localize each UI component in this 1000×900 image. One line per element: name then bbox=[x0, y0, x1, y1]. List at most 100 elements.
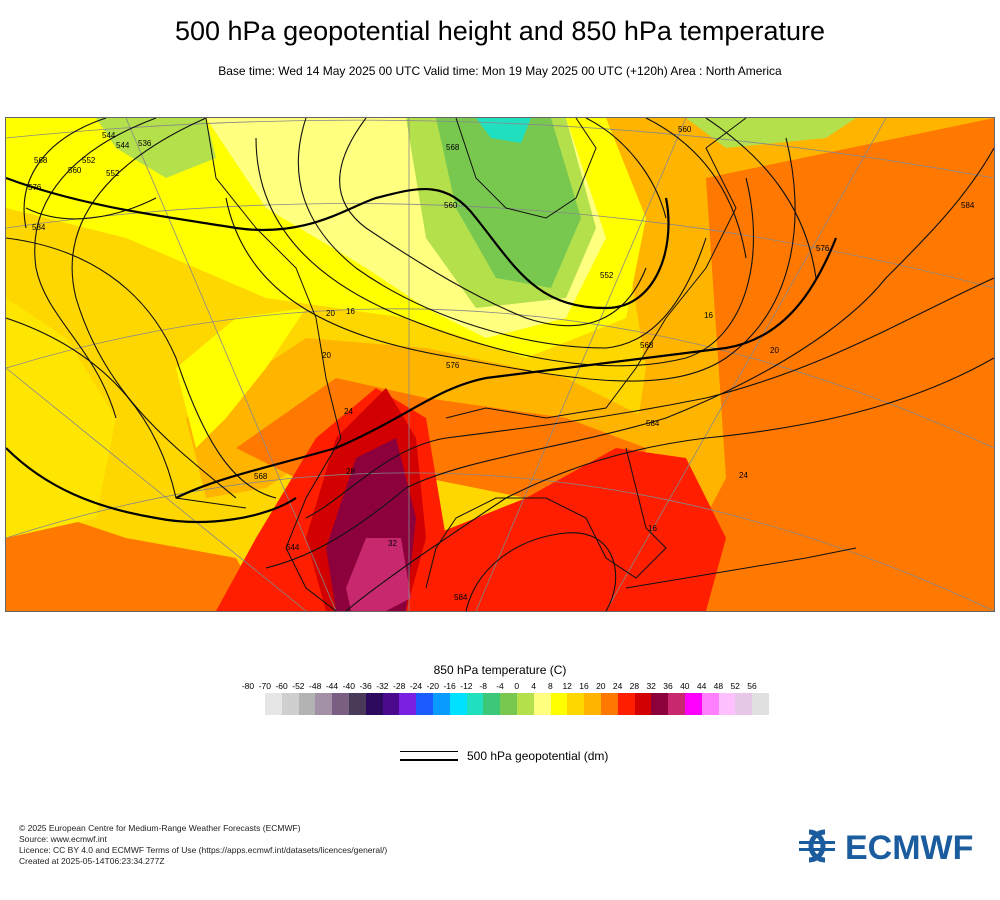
temp-fill-west bbox=[176, 308, 306, 448]
colorbar-tick-label: -24 bbox=[409, 681, 423, 691]
colorbar-tick-label: -20 bbox=[426, 681, 439, 691]
contour-label: 552 bbox=[82, 156, 96, 165]
geopotential-contours bbox=[6, 118, 994, 611]
chart-subtitle: Base time: Wed 14 May 2025 00 UTC Valid … bbox=[218, 64, 782, 78]
colorbar-tick-label: 20 bbox=[596, 681, 606, 691]
contour-label: 560 bbox=[68, 166, 82, 175]
temp-fill-pacific bbox=[6, 298, 116, 538]
temp-fill-alaska bbox=[96, 118, 216, 178]
footer: © 2025 European Centre for Medium-Range … bbox=[19, 823, 387, 867]
contour-label: 576 bbox=[28, 183, 42, 192]
thick-line bbox=[400, 759, 458, 761]
contour-label: 20 bbox=[322, 351, 331, 360]
colorbar-swatch bbox=[584, 693, 601, 715]
contour-label: 552 bbox=[106, 169, 120, 178]
map-canvas: 536 544 552 560 568 576 584 560 568 552 … bbox=[6, 118, 994, 611]
ecmwf-logo: ECMWF bbox=[795, 826, 985, 867]
colorbar-swatch bbox=[634, 693, 652, 715]
contour-labels: 536 544 552 560 568 576 584 560 568 552 … bbox=[28, 125, 975, 602]
contour-label: 544 bbox=[102, 131, 116, 140]
colorbar-tick-label: 32 bbox=[646, 681, 656, 691]
contour-label: 16 bbox=[648, 524, 657, 533]
colorbar-tick-label: -40 bbox=[342, 681, 355, 691]
colorbar-tick-label: -70 bbox=[258, 681, 271, 691]
contour-label: 584 bbox=[646, 419, 660, 428]
colorbar-tick-label: -16 bbox=[443, 681, 456, 691]
colorbar-swatch bbox=[617, 693, 635, 715]
colorbar-tick-label: -4 bbox=[496, 681, 504, 691]
temp-fill-canada-cold bbox=[436, 118, 581, 288]
colorbar-tick-label: -32 bbox=[376, 681, 389, 691]
colorbar-swatch bbox=[449, 693, 467, 715]
colorbar-swatch bbox=[399, 693, 417, 715]
contour-label: 568 bbox=[34, 156, 48, 165]
contour-label: 544 bbox=[116, 141, 130, 150]
colorbar-swatch bbox=[651, 693, 669, 715]
colorbar-swatch bbox=[516, 693, 534, 715]
logo-text: ECMWF bbox=[845, 829, 973, 866]
colorbar-tick-label: -36 bbox=[359, 681, 372, 691]
colorbar-tick-label: 16 bbox=[579, 681, 589, 691]
colorbar-swatch bbox=[466, 693, 484, 715]
contour-label: 544 bbox=[286, 543, 300, 552]
colorbar-tick-label: -48 bbox=[309, 681, 322, 691]
colorbar-swatch bbox=[600, 693, 618, 715]
chart-title: 500 hPa geopotential height and 850 hPa … bbox=[174, 16, 825, 46]
contour-label: 584 bbox=[32, 223, 46, 232]
colorbar-tick-label: 40 bbox=[680, 681, 690, 691]
contour-label: 584 bbox=[961, 201, 975, 210]
weather-map[interactable]: 536 544 552 560 568 576 584 560 568 552 … bbox=[5, 117, 995, 612]
contour-label: 568 bbox=[640, 341, 654, 350]
colorbar-swatch bbox=[533, 693, 551, 715]
colorbar-tick-label: 12 bbox=[562, 681, 572, 691]
colorbar-swatch bbox=[382, 693, 400, 715]
colorbar-swatch bbox=[483, 693, 501, 715]
contour-legend-label: 500 hPa geopotential (dm) bbox=[467, 749, 609, 763]
colorbar-swatch bbox=[348, 693, 366, 715]
colorbar-tick-label: 44 bbox=[696, 681, 707, 691]
contour-label: 32 bbox=[388, 539, 397, 548]
colorbar-tick-label: -8 bbox=[479, 681, 487, 691]
colorbar-swatch bbox=[281, 693, 299, 715]
colorbar-tick-label: -44 bbox=[325, 681, 339, 691]
contour-label: 560 bbox=[444, 201, 458, 210]
contour-label: 536 bbox=[138, 139, 152, 148]
footer-source: Source: www.ecmwf.int bbox=[19, 834, 107, 844]
legend-ticks: -80 -70 -60 -52 -48 -44 -40 -36 -32 -28 -24 -20 -16-… bbox=[0, 681, 1000, 693]
contour-label: 20 bbox=[770, 346, 779, 355]
colorbar-swatch bbox=[365, 693, 383, 715]
contour-legend-lines bbox=[400, 751, 458, 763]
ecmwf-logo-graphic: ECMWF bbox=[799, 829, 973, 867]
temperature-colorbar bbox=[265, 693, 769, 715]
colorbar-swatch bbox=[315, 693, 333, 715]
colorbar-tick-label: 4 bbox=[531, 681, 536, 691]
colorbar-tick-label: 56 bbox=[747, 681, 757, 691]
colorbar-swatch bbox=[332, 693, 349, 715]
contour-label: 584 bbox=[454, 593, 468, 602]
colorbar-swatch bbox=[701, 693, 719, 715]
contour-label: 576 bbox=[816, 244, 830, 253]
temp-fill-gulf bbox=[426, 448, 726, 611]
contour-label: 568 bbox=[254, 472, 268, 481]
colorbar-tick-label: -80 bbox=[241, 681, 255, 691]
contour-label: 576 bbox=[446, 361, 460, 370]
colorbar-swatch bbox=[298, 693, 316, 715]
contour-label: 24 bbox=[739, 471, 748, 480]
thin-line bbox=[400, 751, 458, 752]
colorbar-swatch bbox=[718, 693, 736, 715]
temp-fill-hudson bbox=[476, 118, 531, 143]
colorbar-tick-label: 48 bbox=[713, 681, 724, 691]
footer-licence: Licence: CC BY 4.0 and ECMWF Terms of Us… bbox=[19, 845, 388, 855]
colorbar-swatch bbox=[416, 693, 433, 715]
contour-label: 28 bbox=[346, 467, 355, 476]
temp-fill-pacific-south bbox=[6, 498, 266, 611]
colorbar-swatch bbox=[668, 693, 685, 715]
colorbar-tick-label: -52 bbox=[292, 681, 305, 691]
contour-legend: 500 hPa geopotential (dm) bbox=[400, 747, 700, 767]
colorbar-swatch bbox=[265, 693, 282, 715]
contour-label: 16 bbox=[346, 307, 355, 316]
colorbar-tick-label: 28 bbox=[629, 681, 640, 691]
contour-label: 568 bbox=[446, 143, 460, 152]
colorbar-swatch bbox=[500, 693, 517, 715]
logo-mark-icon bbox=[808, 829, 826, 863]
